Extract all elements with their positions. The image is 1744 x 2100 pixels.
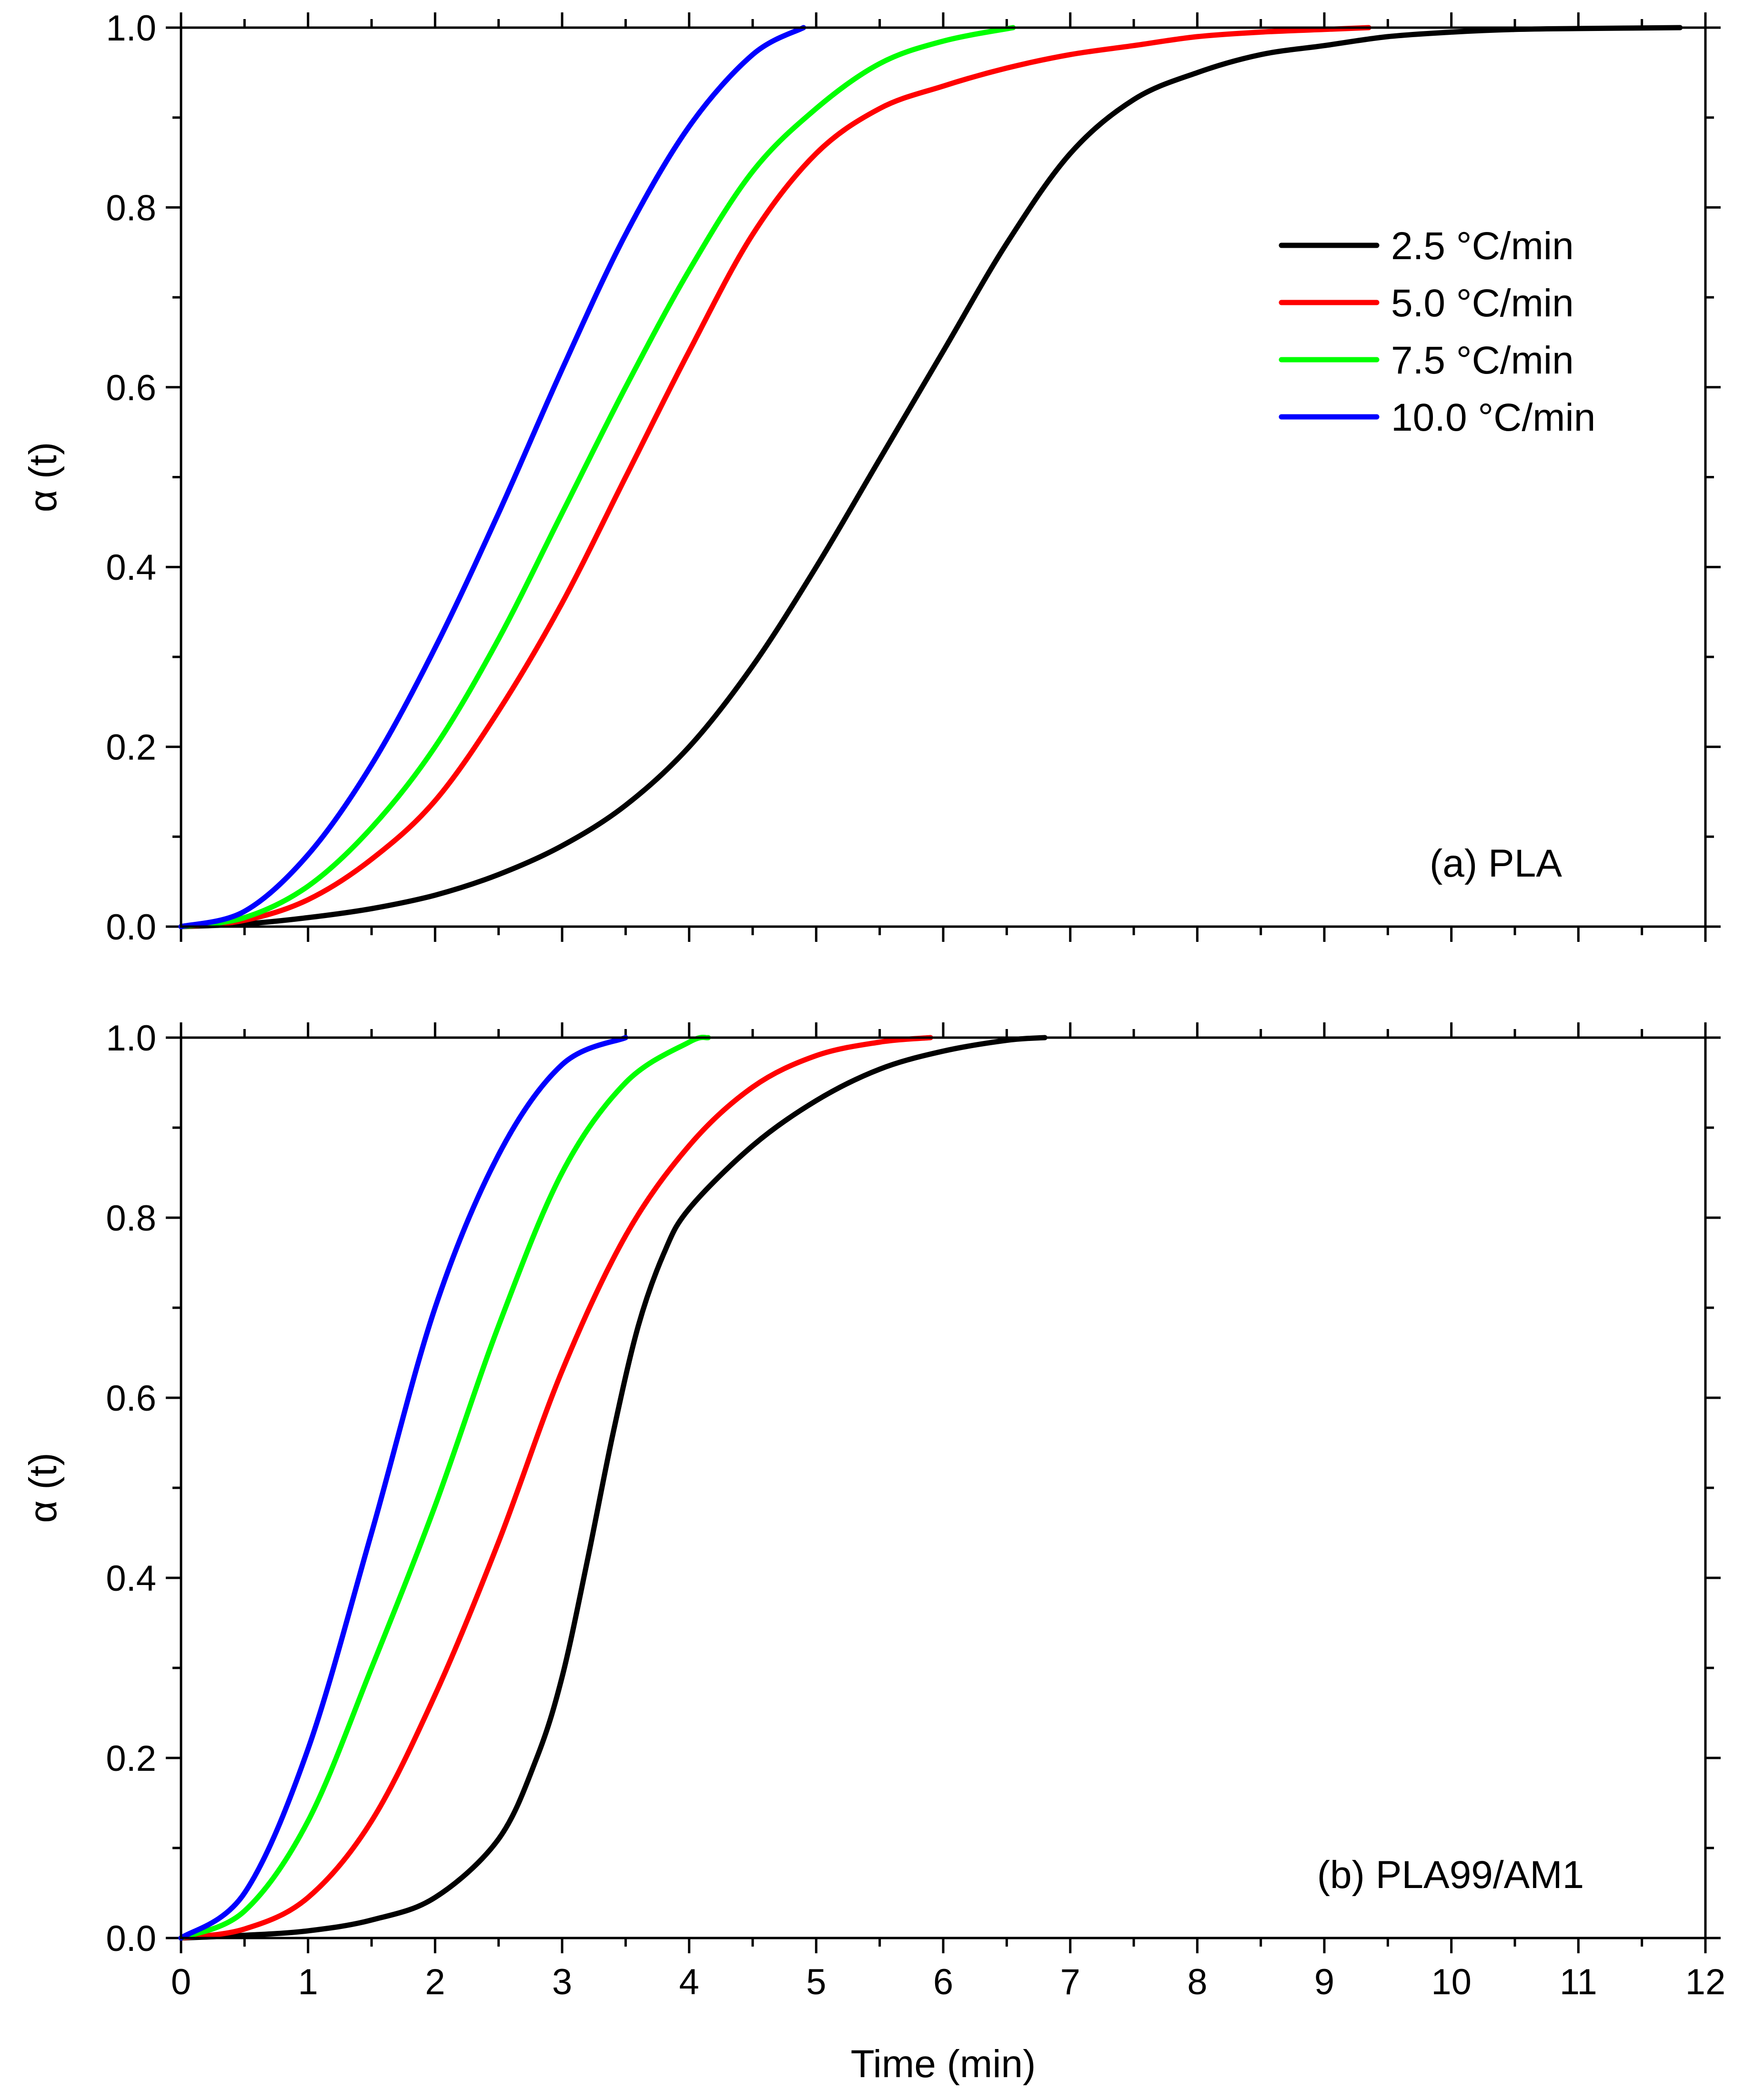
legend-label-1: 2.5 °C/min — [1391, 224, 1574, 268]
panel-b-x-tick-label: 5 — [806, 1962, 826, 2002]
panel-b-y-tick-label: 0.6 — [106, 1378, 156, 1419]
panel-b-x-tick-label: 4 — [679, 1962, 699, 2002]
panel-a-series-line-2 — [178, 25, 1371, 929]
legend-label-3: 7.5 °C/min — [1391, 339, 1574, 382]
panel-b-x-tick-label: 8 — [1187, 1962, 1207, 2002]
panel-b-x-tick-label: 6 — [933, 1962, 953, 2002]
panel-b-y-tick-label: 0.2 — [106, 1738, 156, 1779]
panel-b-y-tick-label: 1.0 — [106, 1018, 156, 1059]
legend-label-4: 10.0 °C/min — [1391, 396, 1595, 439]
panel-a-series-line-1 — [178, 25, 1683, 929]
panel-a: 0.0 0.2 0.4 0.6 0.8 1.0 α (t) (a) PLA 2.5 °C/… — [21, 8, 1721, 948]
panel-b-frame — [180, 1036, 1707, 1939]
panel-b-x-tick-label: 12 — [1685, 1962, 1726, 2002]
panel-b-x-tick-label: 2 — [425, 1962, 445, 2002]
panel-a-y-tick-label: 0.4 — [106, 547, 156, 588]
panel-a-ylabel: α (t) — [21, 442, 65, 513]
panel-b-series — [178, 1034, 1048, 1941]
panel-b-ticks: 0 1 2 3 4 5 6 7 8 9 10 11 120.00.20.40.60.81.0 — [106, 1018, 1725, 2002]
panel-b-x-tick-label: 3 — [552, 1962, 572, 2002]
panel-b-x-tick-label: 1 — [298, 1962, 318, 2002]
panel-b-ylabel: α (t) — [21, 1453, 65, 1523]
panel-a-y-tick-label: 0.0 — [106, 907, 156, 948]
panel-b-y-tick-label: 0.0 — [106, 1918, 156, 1959]
panel-a-y-tick-label: 0.8 — [106, 188, 156, 228]
panel-b-series-line-3 — [178, 1034, 711, 1941]
x-axis-title: Time (min) — [851, 2042, 1036, 2086]
panel-b-x-tick-label: 11 — [1560, 1962, 1597, 2002]
panel-b-series-line-2 — [178, 1035, 933, 1941]
panel-a-label: (a) PLA — [1430, 842, 1562, 885]
panel-a-series — [178, 25, 1683, 929]
panel-b-x-tick-label: 7 — [1060, 1962, 1080, 2002]
panel-a-ticks: 0.0 0.2 0.4 0.6 0.8 1.0 — [106, 8, 1721, 948]
panel-a-frame — [180, 26, 1707, 928]
panel-b-series-line-4 — [178, 1035, 628, 1941]
panel-a-y-tick-label: 1.0 — [106, 8, 156, 49]
panel-b-x-tick-label: 9 — [1314, 1962, 1334, 2002]
panel-b-label: (b) PLA99/AM1 — [1317, 1853, 1584, 1897]
panel-b-x-tick-label: 0 — [171, 1962, 191, 2002]
legend-label-2: 5.0 °C/min — [1391, 282, 1574, 325]
panel-b-y-tick-label: 0.4 — [106, 1558, 156, 1599]
panel-b-y-tick-label: 0.8 — [106, 1198, 156, 1239]
panel-b-series-line-1 — [178, 1035, 1048, 1941]
panel-a-series-line-3 — [178, 25, 1016, 929]
panel-a-y-tick-label: 0.6 — [106, 368, 156, 408]
panel-b: 0 1 2 3 4 5 6 7 8 9 10 11 120.00.20.40.60.81.0 α (t)… — [21, 1018, 1725, 2086]
panel-a-series-line-4 — [178, 25, 806, 929]
panel-b-x-tick-label: 10 — [1431, 1962, 1472, 2002]
legend: 2.5 °C/min 5.0 °C/min 7.5 °C/min 10.0 °C/mi… — [1279, 224, 1595, 439]
panel-a-y-tick-label: 0.2 — [106, 727, 156, 768]
